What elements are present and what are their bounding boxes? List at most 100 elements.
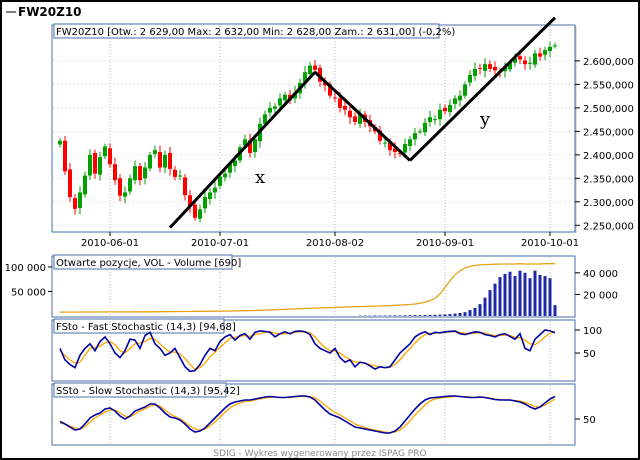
price-tick-label: 2.250,000	[583, 221, 634, 232]
candle-body	[218, 176, 222, 186]
volume-bar	[498, 277, 502, 316]
vertical-gridlines	[109, 26, 551, 444]
volume-bar	[503, 273, 507, 316]
candle-body	[303, 72, 307, 83]
candle-body	[143, 167, 147, 179]
candle-body	[323, 82, 327, 86]
candle-body	[318, 67, 322, 82]
candle-body	[393, 148, 397, 153]
volume-bar	[408, 315, 412, 316]
candle-body	[508, 62, 512, 70]
stoch-tick-label: 50	[583, 349, 596, 360]
open-interest-line	[60, 263, 555, 313]
volume-right-tick-label: 40 000	[583, 269, 618, 280]
volume-bar	[538, 274, 542, 316]
candle-body	[443, 107, 447, 112]
candle-body	[173, 169, 177, 177]
candle-body	[183, 177, 187, 196]
volume-axis: 100 000 50 000 40 000 20 000	[5, 263, 618, 301]
candle-body	[378, 130, 382, 141]
candle-body	[233, 160, 237, 167]
stoch-tick-label: 50	[583, 415, 596, 426]
candle-body	[88, 154, 92, 176]
volume-bar	[518, 270, 522, 316]
fsto-title-text: FSto - Fast Stochastic (14,3) [94,68]	[56, 322, 236, 333]
trend-label: x	[255, 167, 265, 188]
volume-bar	[513, 276, 517, 316]
candle-body	[513, 58, 517, 63]
trend-label: y	[479, 109, 491, 130]
candle-body	[343, 105, 347, 110]
candle-body	[223, 173, 227, 178]
candle-body	[208, 192, 212, 199]
candle-body	[103, 146, 107, 157]
candle-body	[528, 62, 532, 64]
candle-body	[148, 154, 152, 169]
volume-panel-frame	[51, 255, 576, 318]
date-tick-label: 2010-09-01	[416, 238, 474, 249]
volume-bar	[418, 315, 422, 316]
price-tick-label: 2.400,000	[583, 151, 634, 162]
candle-body	[118, 178, 122, 196]
candle-body	[158, 152, 162, 168]
volume-bar	[458, 312, 462, 316]
volume-bar	[488, 290, 492, 316]
trend-annotations: xy	[168, 16, 557, 229]
candle-body	[63, 140, 67, 172]
candle-body	[263, 114, 267, 124]
candle-body	[333, 97, 337, 99]
candle-body	[358, 114, 362, 124]
volume-bar	[428, 314, 432, 316]
fsto-title-bg	[53, 318, 225, 334]
volume-bar	[438, 314, 442, 316]
stochastic-k-line	[59, 395, 556, 434]
volume-bar	[403, 315, 407, 316]
price-title-bg	[53, 23, 440, 39]
candle-body	[448, 105, 452, 113]
volume-panel-title: Otwarte pozycje, VOL - Volume [690]	[53, 254, 241, 270]
candle-body	[78, 192, 82, 208]
volume-bar	[423, 315, 427, 316]
candle-body	[153, 150, 157, 154]
candle-body	[168, 152, 172, 169]
footer-credit: SDIG - Wykres wygenerowany przez ISPAG P…	[213, 449, 426, 459]
price-panel-title: FW20Z10 [Otw.: 2 629,00 Max: 2 632,00 Mi…	[53, 23, 455, 39]
price-tick-label: 2.550,000	[583, 80, 634, 91]
date-tick-label: 2010-06-01	[81, 238, 139, 249]
candle-body	[478, 67, 482, 69]
volume-bar	[528, 278, 532, 316]
candle-body	[418, 131, 422, 133]
candle-body	[453, 98, 457, 105]
volume-title-bg	[53, 254, 233, 270]
candle-body	[518, 56, 522, 60]
candle-body	[108, 148, 112, 165]
candle-body	[188, 195, 192, 207]
price-tick-label: 2.300,000	[583, 198, 634, 209]
volume-bar	[543, 276, 547, 316]
price-tick-label: 2.450,000	[583, 127, 634, 138]
candle-body	[308, 65, 312, 75]
candle-body	[213, 187, 217, 193]
volume-bar	[433, 314, 437, 316]
candle-body	[253, 139, 257, 153]
candle-body	[248, 140, 252, 153]
volume-series	[60, 263, 557, 316]
candle-body	[328, 84, 332, 96]
candle-body	[398, 152, 402, 154]
candle-body	[113, 164, 117, 181]
candle-body	[458, 95, 462, 101]
candle-body	[503, 67, 507, 72]
candle-body	[193, 204, 197, 218]
symbol-tab[interactable]: FW20Z10	[6, 5, 82, 19]
fsto-panel-frame	[51, 319, 576, 382]
candle-body	[93, 152, 97, 174]
date-axis: 2010-06-01 2010-07-01 2010-08-02 2010-09-01…	[81, 232, 579, 249]
volume-bar	[478, 304, 482, 316]
volume-bar	[483, 297, 487, 316]
candle-body	[403, 144, 407, 153]
candle-body	[538, 53, 542, 57]
price-tick-label: 2.600,000	[583, 57, 634, 68]
candle-body	[428, 117, 432, 122]
candles	[58, 41, 557, 223]
